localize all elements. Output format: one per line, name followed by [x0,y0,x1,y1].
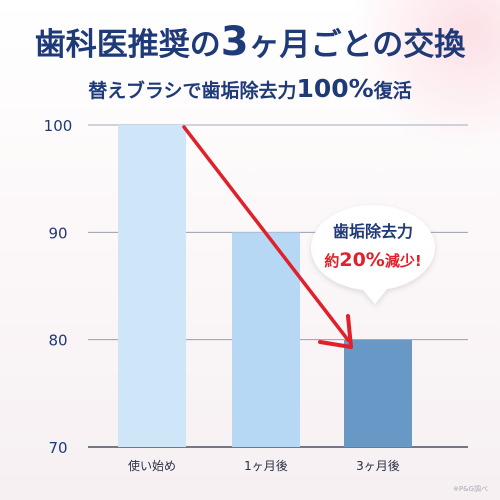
callout-prefix: 約 [324,252,339,270]
footnote: ※P&G調べ [453,485,488,493]
title-part-2: ヶ月ごとの交換 [248,27,466,63]
x-tick-label: 3ヶ月後 [356,459,400,473]
callout-line-2: 約20%減少! [324,249,421,271]
y-tick-label: 80 [48,332,67,350]
trend-arrow-shaft [182,125,350,342]
callout-suffix: 減少! [385,252,422,270]
page-subtitle: 替えブラシで歯垢除去力100%復活 [0,76,500,104]
bar-1 [118,125,186,447]
x-tick-label: 1ヶ月後 [244,459,288,473]
speech-bubble [311,205,435,304]
y-tick-label: 70 [48,439,67,457]
subtitle-part-2: 復活 [373,80,412,102]
y-tick-label: 100 [44,117,73,135]
trend-arrow [182,125,353,349]
subtitle-part-1: 替えブラシで歯垢除去力 [88,80,297,102]
callout-value: 20% [339,249,384,271]
y-tick-label: 90 [48,224,67,242]
callout-line-1: 歯垢除去力 [333,222,413,241]
callout-bubble: 歯垢除去力 約20%減少! [311,205,435,304]
trend-arrow-head [318,314,353,349]
bars [118,125,412,447]
y-tick-labels: 70 80 90 100 [44,117,73,457]
title-part-1: 歯科医推奨の [34,27,221,63]
bar-3 [344,339,412,447]
page-title: 歯科医推奨の3ヶ月ごとの交換 [0,22,500,65]
subtitle-percent: 100% [296,74,374,103]
x-tick-labels: 使い始め 1ヶ月後 3ヶ月後 [128,458,400,473]
title-number: 3 [220,19,249,65]
bar-2 [232,232,300,447]
x-tick-label: 使い始め [128,458,176,473]
